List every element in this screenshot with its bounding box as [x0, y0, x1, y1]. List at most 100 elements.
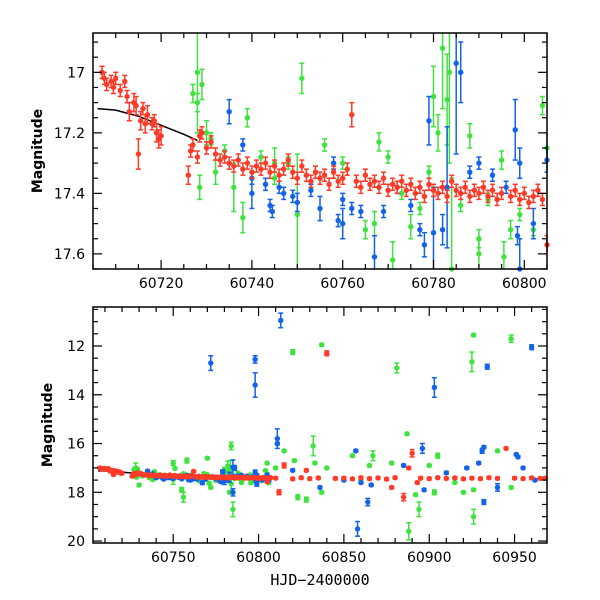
data-point-r — [539, 192, 546, 207]
data-point-g — [170, 459, 176, 467]
x-tick-label: 60750 — [151, 550, 196, 566]
marker — [271, 163, 278, 169]
data-point-r — [521, 186, 527, 201]
data-point-b — [530, 207, 537, 240]
data-point-r — [340, 171, 346, 186]
marker — [136, 482, 142, 488]
data-point-r — [212, 147, 219, 161]
y-tick-label: 17.2 — [54, 126, 85, 142]
data-point-b — [290, 189, 296, 204]
series-b — [144, 312, 538, 537]
marker — [231, 465, 238, 471]
data-point-r — [462, 180, 468, 195]
marker — [443, 470, 450, 476]
marker — [431, 489, 438, 495]
marker — [349, 476, 356, 482]
marker — [426, 181, 432, 187]
data-point-r — [122, 74, 128, 89]
data-point-b — [476, 460, 482, 466]
marker — [430, 187, 437, 194]
marker — [452, 479, 458, 486]
axis-ticks — [93, 307, 547, 543]
data-point-r — [406, 465, 412, 471]
data-point-g — [310, 435, 316, 457]
marker — [226, 108, 232, 115]
data-point-b — [240, 138, 246, 152]
marker — [362, 172, 369, 178]
bottom-panel: 60750 60800 60850 60900 60950 12 14 16 18 20 — [67, 306, 548, 566]
data-point-b — [358, 204, 364, 219]
data-point-r — [489, 183, 496, 198]
marker — [272, 475, 279, 481]
data-point-g — [258, 150, 264, 164]
marker — [321, 142, 328, 148]
marker — [353, 178, 360, 184]
data-point-r — [376, 180, 382, 195]
marker — [330, 169, 337, 175]
data-point-b — [528, 344, 535, 351]
marker — [409, 450, 415, 456]
marker — [190, 90, 196, 97]
data-point-g — [399, 186, 405, 201]
x-tick-label: 60720 — [139, 276, 184, 292]
marker — [421, 487, 427, 493]
marker — [448, 178, 455, 184]
data-point-g — [180, 491, 187, 503]
marker — [240, 214, 246, 221]
data-point-r — [385, 183, 391, 198]
data-point-g — [371, 210, 378, 237]
marker — [443, 475, 450, 482]
marker — [494, 475, 501, 482]
marker — [253, 163, 260, 169]
marker — [228, 443, 234, 449]
data-point-r — [435, 186, 441, 201]
data-point-b — [400, 462, 407, 469]
data-point-g — [435, 452, 441, 459]
data-point-g — [289, 348, 296, 356]
data-point-g — [324, 465, 330, 471]
marker — [281, 462, 287, 469]
data-point-b — [417, 222, 423, 237]
marker — [469, 475, 475, 481]
y-tick-label: 16 — [67, 437, 85, 453]
marker — [508, 335, 514, 342]
marker — [467, 193, 473, 200]
data-point-r — [412, 186, 419, 201]
marker — [494, 484, 501, 491]
marker — [144, 111, 151, 118]
marker — [453, 60, 459, 66]
marker — [340, 196, 346, 203]
marker — [430, 93, 437, 100]
data-point-g — [470, 508, 477, 525]
y-tick-label: 20 — [67, 534, 85, 550]
data-point-g — [136, 482, 142, 488]
data-point-r — [294, 171, 300, 186]
marker — [388, 460, 395, 466]
marker — [319, 489, 325, 495]
marker — [294, 175, 300, 181]
marker — [426, 169, 432, 175]
x-tick-label: 60850 — [322, 550, 367, 566]
marker — [435, 453, 441, 459]
marker — [235, 157, 241, 163]
data-point-b — [230, 487, 236, 497]
data-point-b — [512, 98, 518, 161]
data-point-r — [135, 138, 142, 170]
marker — [196, 184, 203, 191]
marker — [332, 475, 339, 482]
series-r — [99, 65, 550, 255]
data-point-g — [435, 113, 441, 152]
marker — [298, 474, 304, 481]
marker — [230, 506, 236, 513]
data-point-b — [489, 168, 496, 183]
marker — [406, 465, 412, 471]
marker — [290, 193, 296, 200]
marker — [511, 475, 518, 481]
data-point-r — [307, 475, 313, 482]
data-point-b — [371, 234, 378, 269]
top-y-axis-label: Magnitude — [30, 109, 46, 193]
data-point-b — [481, 444, 487, 450]
marker — [203, 130, 210, 136]
marker — [358, 479, 364, 486]
marker — [376, 184, 382, 191]
